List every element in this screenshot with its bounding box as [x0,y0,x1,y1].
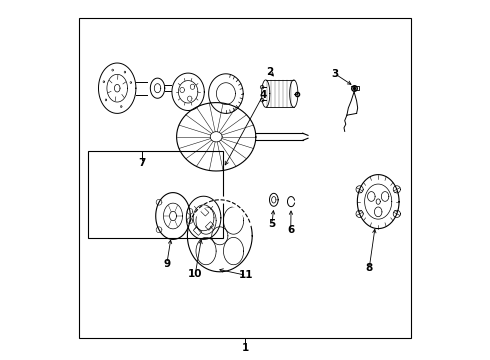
Bar [188,212,197,221]
Text: 9: 9 [163,258,171,269]
Text: 6: 6 [287,225,294,235]
Text: 7: 7 [139,158,146,168]
Bar [79,18,411,338]
Bar [200,207,209,216]
Text: 11: 11 [239,270,254,280]
Bar [205,222,214,230]
Bar [88,151,223,238]
Text: 2: 2 [267,67,274,77]
Text: 1: 1 [242,343,248,354]
Text: 8: 8 [366,263,373,273]
Bar [193,227,202,235]
Text: 10: 10 [188,269,202,279]
Text: 5: 5 [269,219,275,229]
Text: 4: 4 [259,90,267,100]
Text: 3: 3 [331,69,339,79]
